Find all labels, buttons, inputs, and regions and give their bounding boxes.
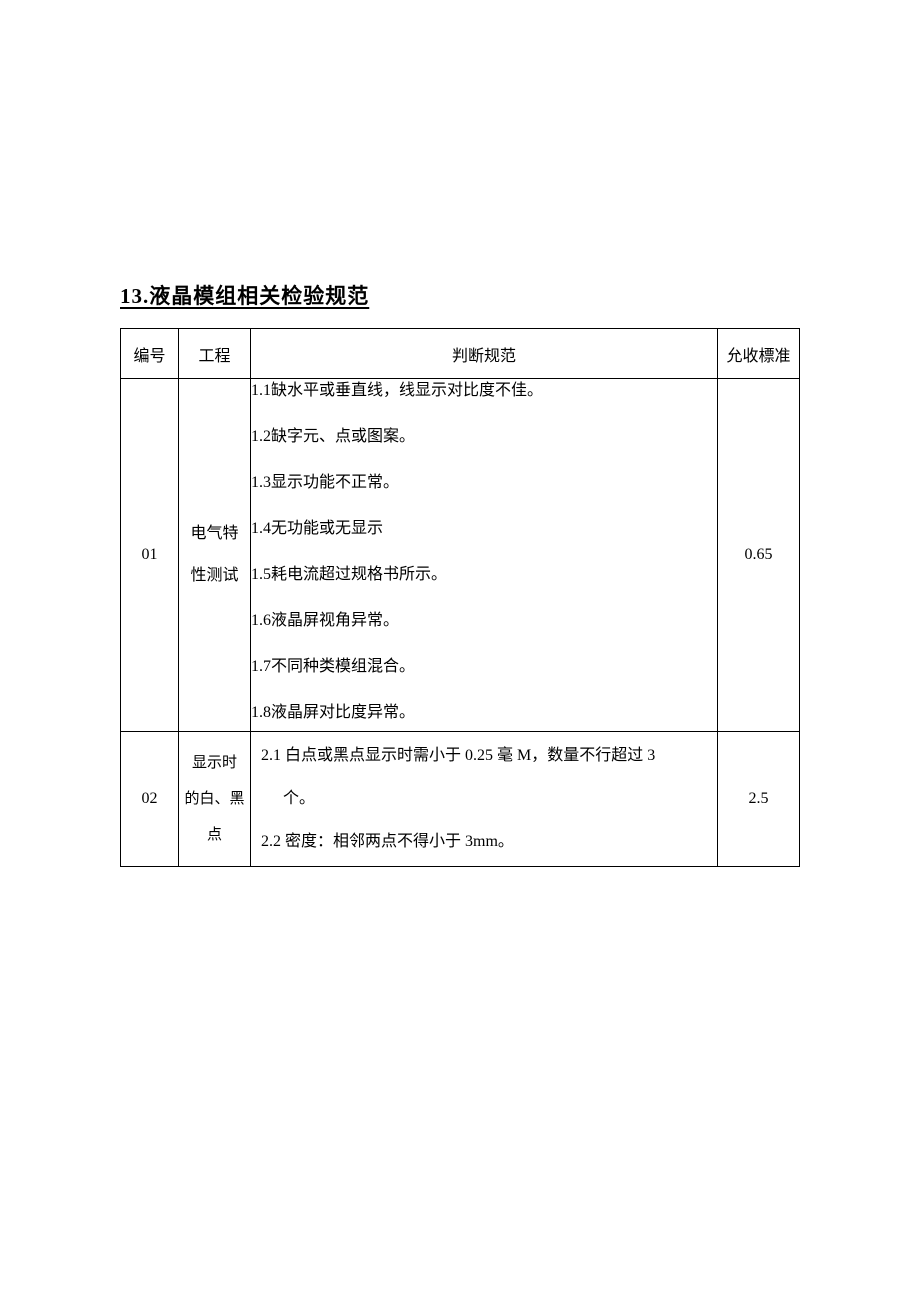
header-project: 工程	[179, 329, 251, 379]
cell-project-01: 电气特 性测试	[179, 379, 251, 732]
header-criteria: 判断规范	[251, 329, 718, 379]
project-line: 显示时	[181, 745, 248, 781]
table-row: 01 电气特 性测试 1.1缺水平或垂直线，线显示对比度不佳。 1.2缺字元、点…	[121, 379, 800, 732]
header-id: 编号	[121, 329, 179, 379]
cell-criteria-01: 1.1缺水平或垂直线，线显示对比度不佳。 1.2缺字元、点或图案。 1.3显示功…	[251, 379, 718, 732]
criteria-item: 1.5耗电流超过规格书所示。	[251, 563, 717, 587]
criteria-item: 2.2 密度：相邻两点不得小于 3mm。	[261, 828, 707, 857]
project-line: 电气特	[179, 513, 250, 555]
project-line: 性测试	[179, 555, 250, 597]
spec-table: 编号 工程 判断规范 允收標准 01 电气特 性测试 1.1缺水平或垂直线，线显…	[120, 328, 800, 867]
criteria-item: 1.2缺字元、点或图案。	[251, 425, 717, 449]
table-row: 02 显示时 的白、黑 点 2.1 白点或黑点显示时需小于 0.25 毫 M，数…	[121, 732, 800, 867]
criteria-item: 1.6液晶屏视角异常。	[251, 609, 717, 633]
criteria-item: 1.7不同种类模组混合。	[251, 655, 717, 679]
cell-project-02: 显示时 的白、黑 点	[179, 732, 251, 867]
criteria-item: 2.1 白点或黑点显示时需小于 0.25 毫 M，数量不行超过 3	[261, 742, 707, 771]
project-line: 的白、黑	[181, 781, 248, 817]
section-title: 13.液晶模组相关检验规范	[120, 280, 800, 310]
cell-standard-02: 2.5	[718, 732, 800, 867]
header-standard: 允收標准	[718, 329, 800, 379]
criteria-item: 1.4无功能或无显示	[251, 517, 717, 541]
project-line: 点	[181, 817, 248, 853]
cell-id-02: 02	[121, 732, 179, 867]
criteria-item-cont: 个。	[261, 785, 707, 814]
cell-criteria-02: 2.1 白点或黑点显示时需小于 0.25 毫 M，数量不行超过 3 个。 2.2…	[251, 732, 718, 867]
criteria-item: 1.8液晶屏对比度异常。	[251, 701, 717, 725]
cell-id-01: 01	[121, 379, 179, 732]
table-header-row: 编号 工程 判断规范 允收標准	[121, 329, 800, 379]
cell-standard-01: 0.65	[718, 379, 800, 732]
criteria-item: 1.1缺水平或垂直线，线显示对比度不佳。	[251, 379, 717, 403]
page-container: 13.液晶模组相关检验规范 编号 工程 判断规范 允收標准 01 电气特 性测试	[0, 0, 920, 867]
criteria-item: 1.3显示功能不正常。	[251, 471, 717, 495]
